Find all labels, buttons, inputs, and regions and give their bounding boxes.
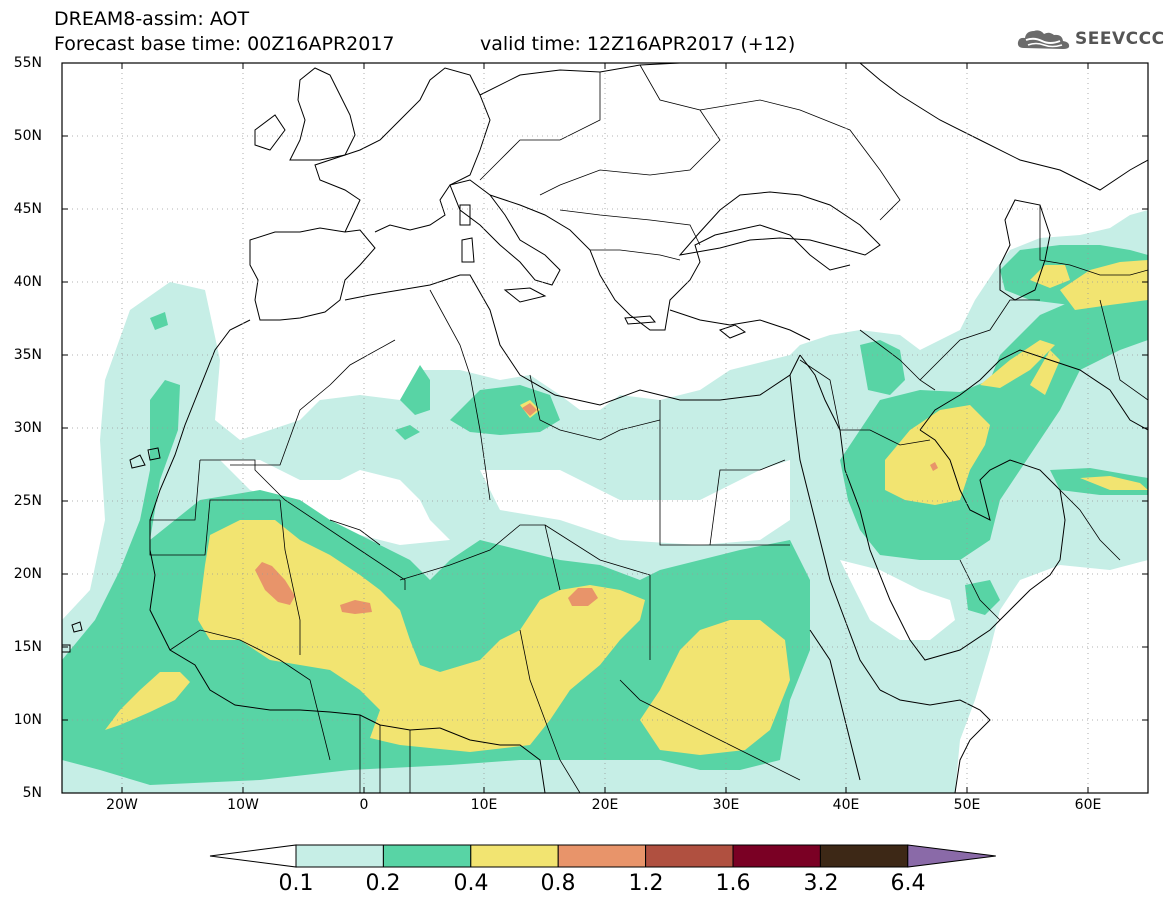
lon-tick-label: 30E (712, 797, 740, 813)
lon-tick-label: 10E (470, 797, 498, 813)
legend-label: 6.4 (890, 871, 926, 896)
cloud-logo-icon (1017, 30, 1070, 49)
legend-label: 1.6 (715, 871, 751, 896)
lon-tick-label: 0 (359, 797, 369, 813)
lat-tick-label: 40N (13, 274, 42, 290)
coastlines (62, 63, 1148, 793)
base-time-label: Forecast base time: 00Z16APR2017 (54, 33, 395, 55)
logo: SEEVCCC (1016, 26, 1165, 52)
legend-label: 0.4 (453, 871, 489, 896)
legend-label: 1.2 (628, 871, 664, 896)
graticule (62, 63, 1148, 793)
lon-tick-label: 60E (1074, 797, 1102, 813)
axis-ticks (62, 62, 1148, 794)
chart-title: DREAM8-assim: AOT (54, 8, 250, 30)
lon-tick-label: 10W (227, 797, 259, 813)
lon-tick-label: 20W (106, 797, 138, 813)
legend-label: 0.1 (278, 871, 314, 896)
lat-tick-label: 15N (13, 639, 42, 655)
lat-tick-label: 50N (13, 128, 42, 144)
legend-label: 0.2 (365, 871, 401, 896)
country-borders (149, 64, 1148, 793)
lat-tick-label: 20N (13, 566, 42, 582)
aot-band-0.8-1.2 (255, 403, 938, 614)
lat-tick-label: 45N (13, 201, 42, 217)
lat-tick-label: 30N (13, 420, 42, 436)
valid-time-label: valid time: 12Z16APR2017 (+12) (480, 33, 796, 55)
lat-tick-label: 35N (13, 347, 42, 363)
lon-tick-label: 20E (591, 797, 619, 813)
legend-label: 3.2 (803, 871, 839, 896)
lat-tick-label: 10N (13, 712, 42, 728)
lon-tick-label: 50E (953, 797, 981, 813)
legend-label: 0.8 (540, 871, 576, 896)
lat-tick-label: 5N (22, 785, 42, 801)
lat-tick-label: 55N (13, 55, 42, 71)
lat-tick-label: 25N (13, 493, 42, 509)
lon-tick-label: 40E (832, 797, 860, 813)
logo-text: SEEVCCC (1075, 29, 1165, 49)
aot-band-0.4-0.8 (105, 260, 1148, 755)
